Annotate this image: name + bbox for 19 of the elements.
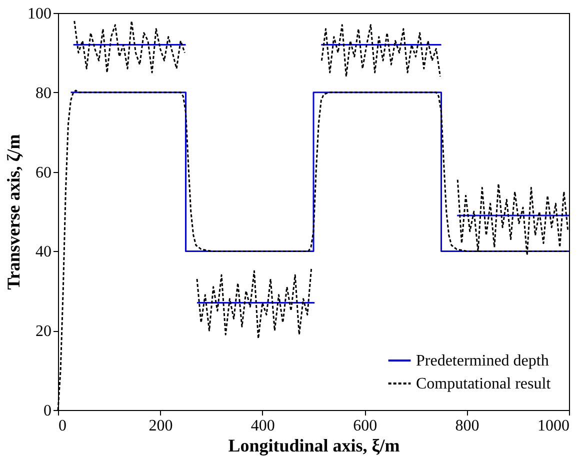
y-tick-label: 80 (36, 84, 52, 102)
legend-label: Predetermined depth (416, 352, 549, 370)
x-tick-label: 200 (148, 418, 173, 434)
x-tick-label: 600 (353, 418, 378, 434)
line-series (320, 24, 441, 78)
legend-label: Computational result (416, 376, 552, 392)
x-tick-label: 400 (250, 418, 275, 434)
y-tick-label: 40 (36, 244, 52, 261)
line-series (196, 266, 312, 340)
x-tick-label: 0 (58, 418, 66, 434)
y-tick-label: 60 (36, 164, 52, 182)
y-axis-title: Transverse axis, ζ/m (4, 134, 24, 290)
line-series (74, 20, 186, 74)
x-tick-label: 800 (455, 418, 480, 434)
y-tick-label: 0 (44, 402, 52, 420)
y-tick-label: 100 (28, 6, 52, 22)
y-tick-label: 20 (36, 323, 52, 340)
x-tick-label: 1000 (538, 418, 570, 434)
x-axis-title: Longitudinal axis, ξ/m (228, 436, 400, 456)
